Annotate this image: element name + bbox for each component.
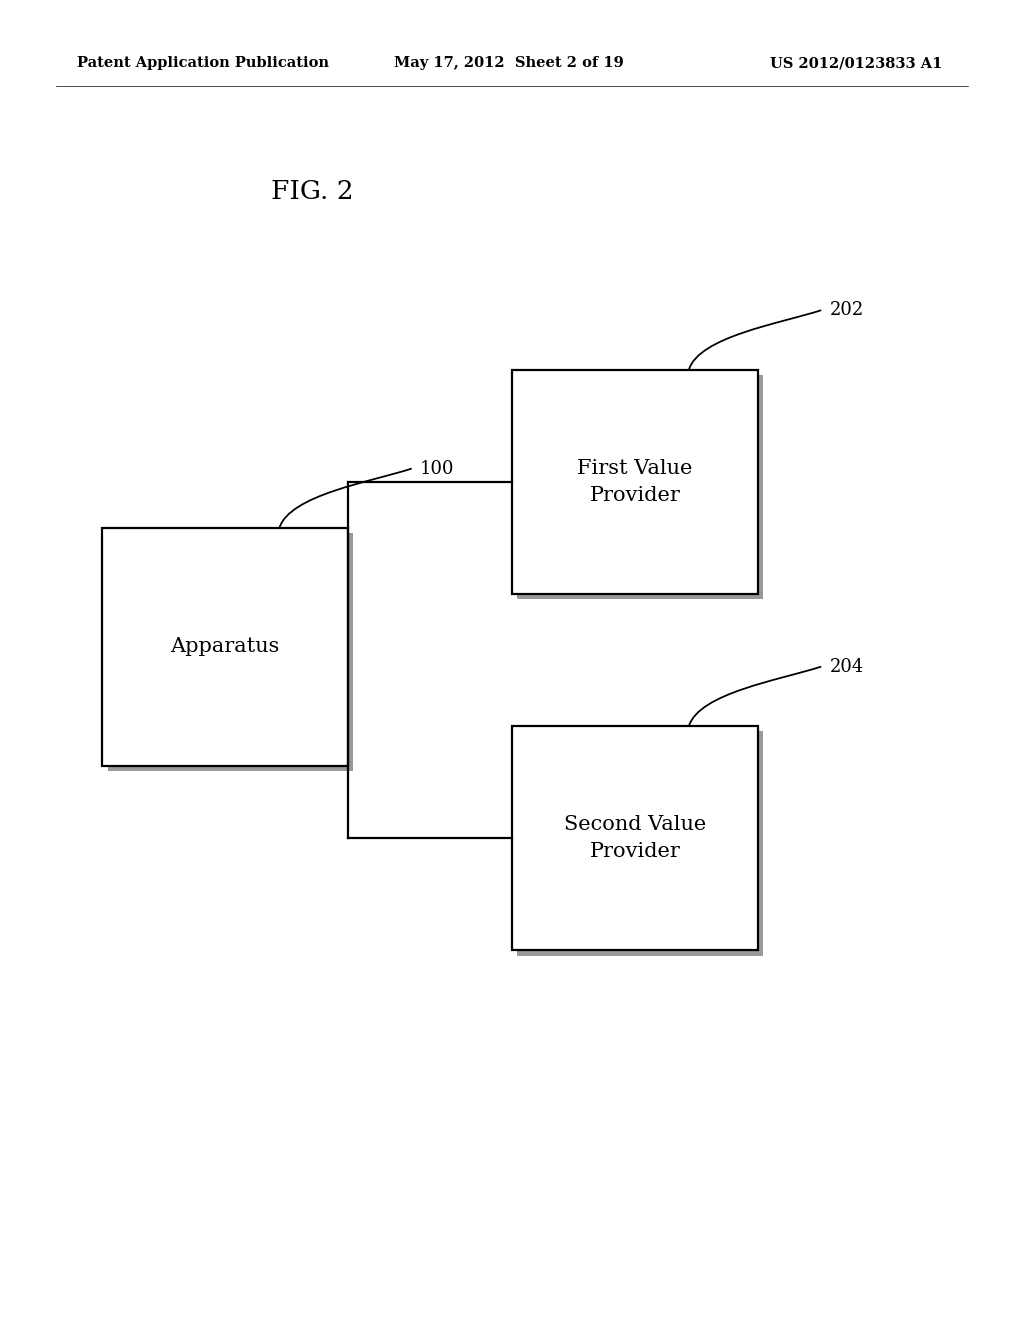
Text: 202: 202 — [829, 301, 863, 319]
Text: 100: 100 — [420, 459, 455, 478]
Text: First Value
Provider: First Value Provider — [578, 459, 692, 504]
Polygon shape — [102, 528, 348, 766]
Polygon shape — [517, 731, 763, 956]
Polygon shape — [512, 370, 758, 594]
Polygon shape — [108, 533, 353, 771]
Text: Apparatus: Apparatus — [171, 638, 280, 656]
Polygon shape — [512, 726, 758, 950]
Text: US 2012/0123833 A1: US 2012/0123833 A1 — [770, 57, 942, 70]
Text: FIG. 2: FIG. 2 — [271, 180, 354, 203]
Polygon shape — [517, 375, 763, 599]
Text: Patent Application Publication: Patent Application Publication — [77, 57, 329, 70]
Text: May 17, 2012  Sheet 2 of 19: May 17, 2012 Sheet 2 of 19 — [394, 57, 624, 70]
Text: 204: 204 — [829, 657, 863, 676]
Text: Second Value
Provider: Second Value Provider — [564, 816, 706, 861]
